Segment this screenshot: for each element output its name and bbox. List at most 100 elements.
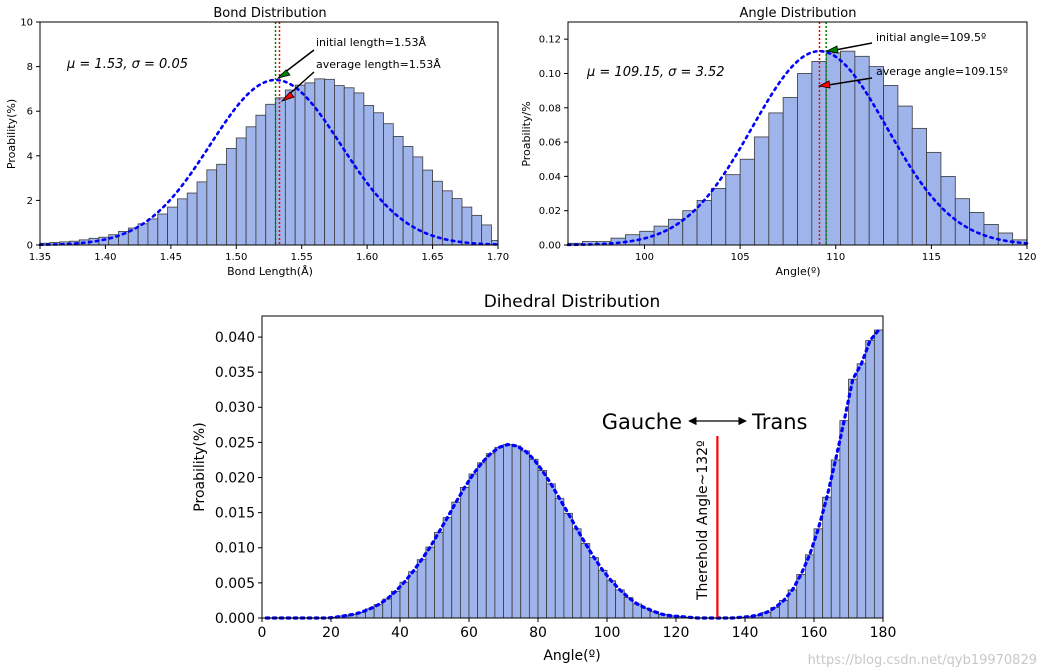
histogram-bar <box>848 378 858 619</box>
y-tick-label: 0.04 <box>539 172 561 183</box>
y-tick-label: 2 <box>27 196 33 207</box>
histogram-bar <box>459 486 470 619</box>
x-tick-label: 115 <box>922 252 941 263</box>
threshold-label: Therehold Angle~132º <box>695 440 711 601</box>
x-tick-label: 160 <box>801 625 828 641</box>
histogram-bar <box>275 97 286 246</box>
histogram-bar <box>739 158 755 246</box>
histogram-bar <box>226 148 237 246</box>
histogram-bar <box>615 589 625 619</box>
fit-curve <box>38 78 500 247</box>
histogram-bar <box>441 190 453 246</box>
histogram-bar <box>461 206 473 246</box>
histogram-bar <box>314 78 326 246</box>
histogram-bar <box>811 61 827 246</box>
fit-curve <box>264 328 881 620</box>
y-tick-label: 6 <box>27 107 33 118</box>
x-tick-label: 120 <box>663 625 690 641</box>
histogram-bar <box>830 459 841 619</box>
histogram-bar <box>606 580 617 619</box>
histogram-bar <box>294 84 306 246</box>
x-tick-label: 105 <box>731 252 750 263</box>
average-arrow-head <box>280 91 295 102</box>
y-tick-label: 0.020 <box>215 470 255 486</box>
histogram-bar <box>196 181 208 246</box>
y-tick-label: 0 <box>27 241 33 252</box>
x-tick-label: 100 <box>635 252 654 263</box>
histogram-bar <box>632 603 642 619</box>
histogram-bar <box>284 89 296 246</box>
watermark: https://blog.csdn.net/qyb19970829 <box>807 653 1037 668</box>
y-tick-label: 0.040 <box>215 330 255 346</box>
y-tick-label: 0.035 <box>215 365 255 381</box>
histogram-bar <box>580 543 591 619</box>
histogram-bar <box>813 528 824 619</box>
histogram-bar <box>265 103 276 246</box>
histogram-bar <box>954 198 971 246</box>
x-tick-label: 1.70 <box>487 252 509 263</box>
x-axis-label: Angle(º) <box>543 648 600 664</box>
x-tick-label: 1.55 <box>291 252 313 263</box>
x-tick-label: 1.50 <box>225 252 247 263</box>
x-tick-label: 100 <box>594 625 621 641</box>
histogram-bar <box>546 483 556 619</box>
histogram-bar <box>782 97 798 246</box>
histogram-bar <box>868 66 884 246</box>
dihedral-plot-area: 0 20 40 60 80 100 120 140 160 180 0.000 0.005 0.010 0… <box>215 315 896 641</box>
histogram-bar <box>485 453 496 619</box>
histogram-bar <box>255 114 267 246</box>
y-tick-label: 0.010 <box>215 541 255 557</box>
histogram-bar <box>520 450 530 619</box>
histogram-bar <box>137 223 149 246</box>
y-tick-label: 0.06 <box>539 138 561 149</box>
initial-arrow-head <box>276 69 291 79</box>
histogram-bar <box>653 225 669 246</box>
histogram-bar <box>856 363 867 619</box>
histogram-bar <box>854 55 870 246</box>
histogram-bar <box>873 329 884 619</box>
y-tick-label: 4 <box>27 151 33 162</box>
histogram-bar <box>383 123 394 246</box>
histogram-bar <box>416 559 427 619</box>
x-tick-label: 1.65 <box>421 252 443 263</box>
y-tick-label: 0.025 <box>215 435 255 451</box>
annotation-initial: initial angle=109.5º <box>876 31 986 44</box>
x-tick-label: 40 <box>391 625 409 641</box>
y-tick-label: 0.00 <box>539 241 561 252</box>
histogram-bar <box>494 446 504 619</box>
histogram-bar <box>865 340 875 619</box>
histogram-bar <box>334 85 345 246</box>
histogram-bar <box>883 85 899 246</box>
average-arrow-head <box>817 80 831 89</box>
histogram-bar <box>839 420 849 619</box>
histogram-bar <box>528 458 539 619</box>
chart-title: Bond Distribution <box>213 6 326 21</box>
histogram-bar <box>481 224 492 246</box>
y-tick-label: 0.005 <box>215 576 255 592</box>
histogram-bar <box>425 546 435 619</box>
histogram-bar <box>176 198 188 246</box>
histogram-bar <box>768 112 784 246</box>
annotation-initial: initial length=1.53Å <box>316 36 427 49</box>
x-tick-label: 140 <box>732 625 759 641</box>
histogram-bar <box>186 192 198 246</box>
histogram-bar <box>392 135 404 246</box>
histogram-bar <box>343 87 355 246</box>
axes-frame <box>39 21 499 246</box>
angle-distribution-panel: Angle Distribution 100 105 110 115 120 0.00 0.… <box>520 6 1037 278</box>
bond-distribution-panel: Bond Distribution 1.35 1.40 1.45 1.50 1.55 1.… <box>5 6 509 278</box>
histogram-bar <box>511 445 522 619</box>
histogram-bar <box>797 73 813 246</box>
histogram-bar <box>822 496 832 619</box>
histogram-bar <box>206 169 218 246</box>
histogram-bar <box>245 126 257 246</box>
x-tick-label: 1.40 <box>94 252 116 263</box>
histogram-bar <box>589 557 599 619</box>
bond-plot-area: 1.35 1.40 1.45 1.50 1.55 1.60 1.65 1.70 0 2 4 6 8 10 <box>20 18 509 264</box>
initial-arrow-head <box>825 45 839 54</box>
x-tick-label: 80 <box>529 625 547 641</box>
y-axis-label: Proability(%) <box>192 422 208 511</box>
histogram-bar <box>572 528 582 619</box>
histogram-bar <box>167 206 178 246</box>
annotation-average: average length=1.53Å <box>316 58 441 71</box>
